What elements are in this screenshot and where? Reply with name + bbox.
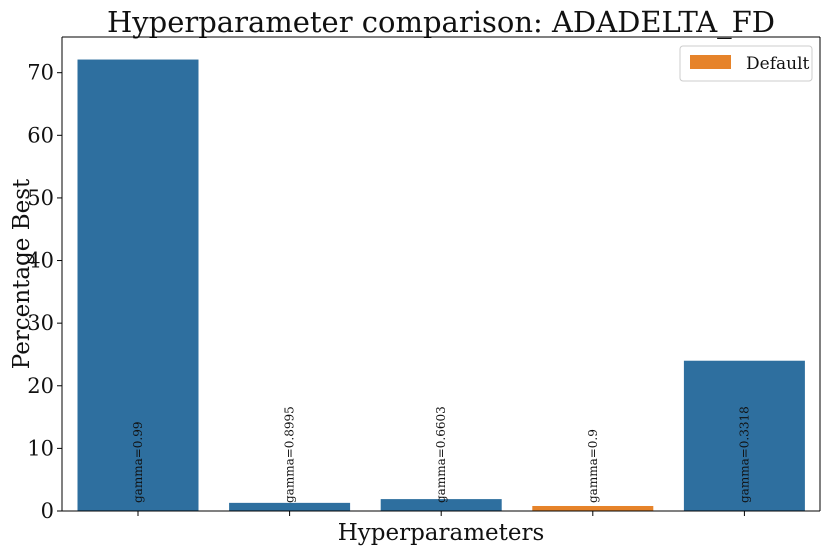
y-axis-label: Percentage Best [9,178,35,369]
bars-layer [77,59,805,511]
bar-label-1: gamma=0.99 [131,421,145,503]
legend-box [679,45,813,82]
legend-label-default: Default [746,54,810,74]
bar-3 [380,499,502,511]
bar-label-4: gamma=0.9 [586,429,600,503]
bar-label-5: gamma=0.3318 [737,406,751,503]
y-tick-label-30: 30 [27,311,54,335]
bar-label-3: gamma=0.6603 [434,406,448,503]
bar-1 [77,59,199,511]
bar-4 [532,505,654,511]
y-tick-label-60: 60 [27,123,54,147]
legend: Default [679,45,813,82]
x-axis-label: Hyperparameters [338,520,545,546]
bar-5 [683,360,805,511]
legend-swatch-default [690,55,731,69]
x-axis-ticks [137,511,745,516]
y-axis-ticks: 0 10 20 30 40 50 60 70 [27,61,62,523]
chart-title: Hyperparameter comparison: ADADELTA_FD [107,5,775,40]
y-tick-label-70: 70 [27,61,54,85]
y-tick-label-50: 50 [27,186,54,210]
y-tick-label-40: 40 [27,249,54,273]
y-tick-label-10: 10 [27,436,54,460]
y-tick-label-0: 0 [41,499,54,523]
y-tick-label-20: 20 [27,374,54,398]
bar-2 [229,502,351,511]
bar-label-2: gamma=0.8995 [283,406,297,503]
bar-labels: gamma=0.99 gamma=0.8995 gamma=0.6603 gamma=… [131,406,751,503]
